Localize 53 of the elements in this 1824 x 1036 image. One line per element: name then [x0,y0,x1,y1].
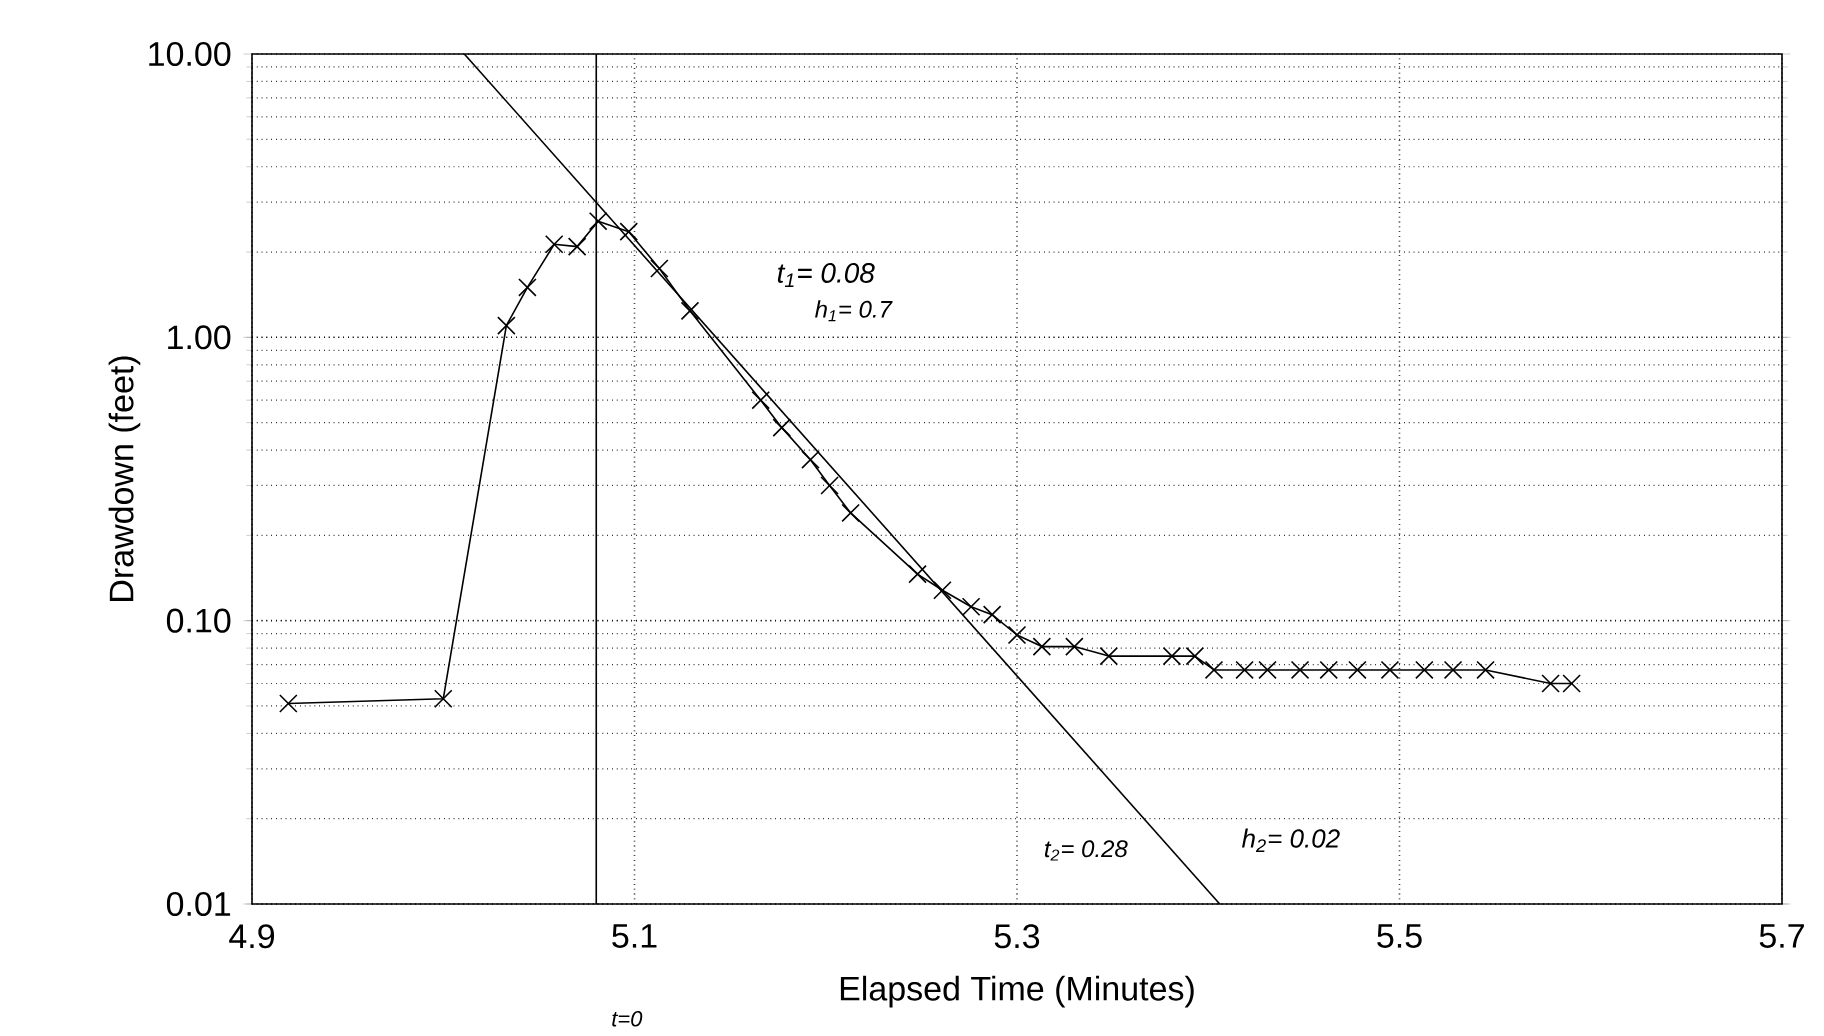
annotation: h$_{1}$= 0.7 [815,300,893,322]
point [1348,660,1367,680]
point [751,390,771,410]
point [1443,660,1463,680]
point [1562,674,1581,693]
point [820,476,839,495]
y-tick-label: 1.00 [168,325,231,350]
x-axis-title: Elapsed Time (Minutes) [840,975,1194,1008]
x-tick-label: 5.7 [1759,924,1804,948]
point [1380,660,1400,680]
point [1319,660,1339,680]
point [544,235,564,254]
point [1541,674,1560,693]
point [1007,625,1027,645]
point [961,597,981,616]
y-tick-label: 0.10 [166,608,231,633]
point [1032,637,1052,656]
point [982,605,1002,624]
point [1162,646,1182,666]
point [588,211,608,231]
point [1099,646,1119,666]
point [518,278,537,297]
point [801,450,820,469]
x-tick-label: 5.3 [994,924,1040,949]
annotation: t$_{2}$= 0.28 [1044,840,1128,861]
point [933,581,952,600]
x-tick-label: 4.9 [229,924,275,949]
point [619,222,639,241]
point [841,503,860,523]
point [1476,660,1495,680]
x-tick-label: 5.1 [612,924,657,948]
point [650,259,669,278]
point [497,316,516,335]
point [1185,646,1205,666]
point [567,237,587,256]
point [1204,660,1224,680]
y-tick-label: 0.01 [166,891,231,917]
annotation: h$_{2}$= 0.02 [1242,828,1340,852]
y-axis-title: Drawdown (feet) [108,356,141,601]
point [1235,660,1254,680]
x-tick-label: 5.5 [1377,924,1422,948]
point [1290,660,1310,680]
point [433,689,453,709]
point [680,301,700,321]
text: t=0 [612,1010,643,1027]
point [908,564,927,584]
y-tick-label: 10.00 [149,41,231,67]
point [1065,637,1084,656]
point [1415,660,1434,680]
point [772,418,792,437]
annotation: t$_{1}$= 0.08 [777,263,875,287]
point [1258,660,1277,680]
point [279,694,298,713]
